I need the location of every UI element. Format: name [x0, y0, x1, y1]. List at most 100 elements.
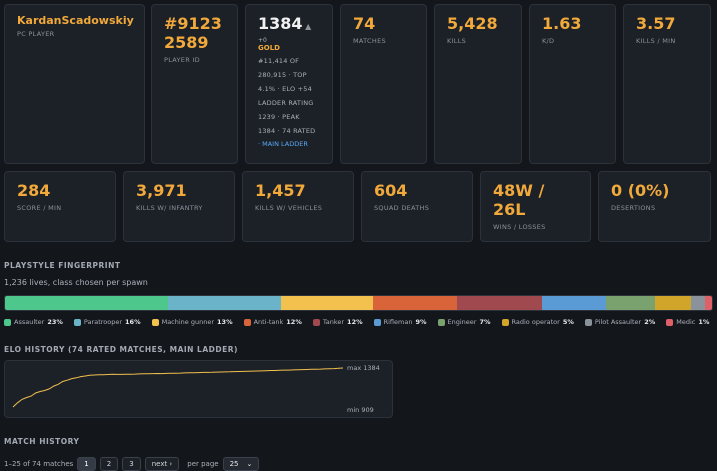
legend-pct: 13% — [217, 318, 233, 326]
elo-detail-line: #11,414 OF — [258, 57, 300, 65]
elo-detail-line: 1384 · 74 RATED — [258, 127, 316, 135]
legend-pct: 12% — [286, 318, 302, 326]
elo-delta: +0 — [258, 37, 267, 44]
stat-card-matches: 74 MATCHES — [340, 4, 427, 164]
stat-label: SCORE / MIN — [17, 204, 62, 212]
stat-card-squad-deaths: 604 SQUAD DEATHS — [361, 171, 473, 242]
legend-pct: 2% — [644, 318, 656, 326]
stat-label: KILLS / MIN — [636, 37, 676, 45]
stat-label: K/D — [542, 37, 555, 45]
legend-label: Anti-tank — [253, 318, 284, 326]
stat-label: KILLS W/ INFANTRY — [136, 204, 203, 212]
trend-up-icon: ▲ — [305, 22, 312, 31]
class-segment — [280, 296, 373, 310]
legend-label: Paratrooper — [83, 318, 123, 326]
legend-swatch — [243, 318, 251, 326]
stat-value: 1,457 — [255, 181, 306, 200]
stat-value: 3.57 — [636, 14, 676, 33]
elo-detail-line: 4.1% · ELO +54 — [258, 85, 312, 93]
player-card: KardanScadowskiy PC PLAYER — [4, 4, 145, 164]
legend-swatch — [666, 318, 674, 326]
class-segment — [372, 296, 458, 310]
class-segment — [704, 296, 712, 310]
class-distribution-bar — [4, 295, 713, 311]
stat-value: 0 (0%) — [611, 181, 670, 200]
elo-detail-line: 280,915 · TOP — [258, 71, 307, 79]
class-segment — [167, 296, 281, 310]
legend-item: Tanker 12% — [312, 318, 363, 326]
legend-item: Rifleman 9% — [373, 318, 427, 326]
elo-history-title: ELO HISTORY (74 RATED MATCHES, MAIN LADD… — [4, 345, 238, 354]
elo-tier: GOLD — [258, 44, 280, 52]
stat-value: 1.63 — [542, 14, 582, 33]
stat-value: 3,971 — [136, 181, 187, 200]
player-name: KardanScadowskiy — [17, 14, 134, 27]
class-segment — [655, 296, 691, 310]
elo-value: 1384 — [258, 14, 303, 33]
elo-history-svg: max 1384 min 909 — [12, 364, 380, 414]
stat-card-kills-infantry: 3,971 KILLS W/ INFANTRY — [123, 171, 235, 242]
stat-card-wins-losses: 48W / 26L WINS / LOSSES — [480, 171, 591, 242]
legend-item: Assaulter 23% — [4, 318, 63, 326]
player-id-card: #9123 2589 PLAYER ID — [151, 4, 238, 164]
page-button-2[interactable]: 2 — [99, 457, 119, 471]
class-legend: Assaulter 23% Paratrooper 16% Machine gunner… — [4, 318, 716, 326]
main-ladder-link[interactable]: · MAIN LADDER — [258, 140, 308, 148]
stat-value: 604 — [374, 181, 408, 200]
page-button-1[interactable]: 1 — [77, 457, 96, 471]
legend-swatch — [501, 318, 509, 326]
class-segment — [605, 296, 656, 310]
legend-swatch — [312, 318, 320, 326]
playstyle-title: PLAYSTYLE FINGERPRINT — [4, 261, 121, 270]
stat-card-kd: 1.63 K/D — [529, 4, 616, 164]
legend-item: Machine gunner 13% — [151, 318, 233, 326]
player-id-line1: #9123 — [164, 14, 222, 33]
stat-label: SQUAD DEATHS — [374, 204, 430, 212]
elo-detail-line: 1239 · PEAK — [258, 113, 300, 121]
legend-label: Rifleman — [383, 318, 413, 326]
legend-pct: 23% — [47, 318, 63, 326]
stat-label: MATCHES — [353, 37, 386, 45]
legend-pct: 1% — [698, 318, 710, 326]
player-id-line2: 2589 — [164, 33, 209, 52]
stat-card-kills-per-min: 3.57 KILLS / MIN — [623, 4, 711, 164]
class-segment — [690, 296, 705, 310]
stat-value: 284 — [17, 181, 51, 200]
match-range-text: 1–25 of 74 matches — [4, 460, 74, 468]
legend-swatch — [151, 318, 159, 326]
legend-item: Engineer 7% — [437, 318, 491, 326]
stat-card-kills-vehicles: 1,457 KILLS W/ VEHICLES — [242, 171, 354, 242]
page-button-3[interactable]: 3 — [122, 457, 141, 471]
per-page-label: per page — [187, 460, 219, 468]
player-platform: PC PLAYER — [17, 30, 55, 38]
stat-value: 5,428 — [447, 14, 498, 33]
legend-swatch — [373, 318, 381, 326]
stat-value: 48W / — [493, 181, 545, 200]
legend-pct: 9% — [415, 318, 427, 326]
legend-label: Machine gunner — [161, 318, 215, 326]
legend-pct: 7% — [479, 318, 491, 326]
class-segment — [542, 296, 606, 310]
legend-item: Pilot Assaulter 2% — [584, 318, 656, 326]
legend-swatch — [437, 318, 445, 326]
match-history-title: MATCH HISTORY — [4, 437, 80, 446]
legend-label: Radio operator — [511, 318, 560, 326]
class-segment — [457, 296, 543, 310]
elo-series-line — [12, 367, 344, 408]
legend-swatch — [73, 318, 81, 326]
stat-label: WINS / LOSSES — [493, 223, 546, 231]
elo-card: 1384 ▲ +0 GOLD #11,414 OF 280,915 · TOP … — [245, 4, 333, 164]
next-page-button[interactable]: next › — [144, 457, 180, 471]
class-segment — [5, 296, 168, 310]
legend-label: Tanker — [322, 318, 345, 326]
stat-value: 26L — [493, 200, 526, 219]
elo-detail-line: LADDER RATING — [258, 99, 314, 107]
chevron-down-icon: ⌄ — [246, 460, 253, 468]
legend-item: Medic 1% — [666, 318, 709, 326]
stat-card-desertions: 0 (0%) DESERTIONS — [598, 171, 711, 242]
per-page-select[interactable]: 25 ⌄ — [222, 457, 260, 471]
legend-pct: 12% — [347, 318, 363, 326]
legend-label: Assaulter — [14, 318, 45, 326]
legend-pct: 5% — [562, 318, 574, 326]
legend-swatch — [4, 318, 11, 326]
